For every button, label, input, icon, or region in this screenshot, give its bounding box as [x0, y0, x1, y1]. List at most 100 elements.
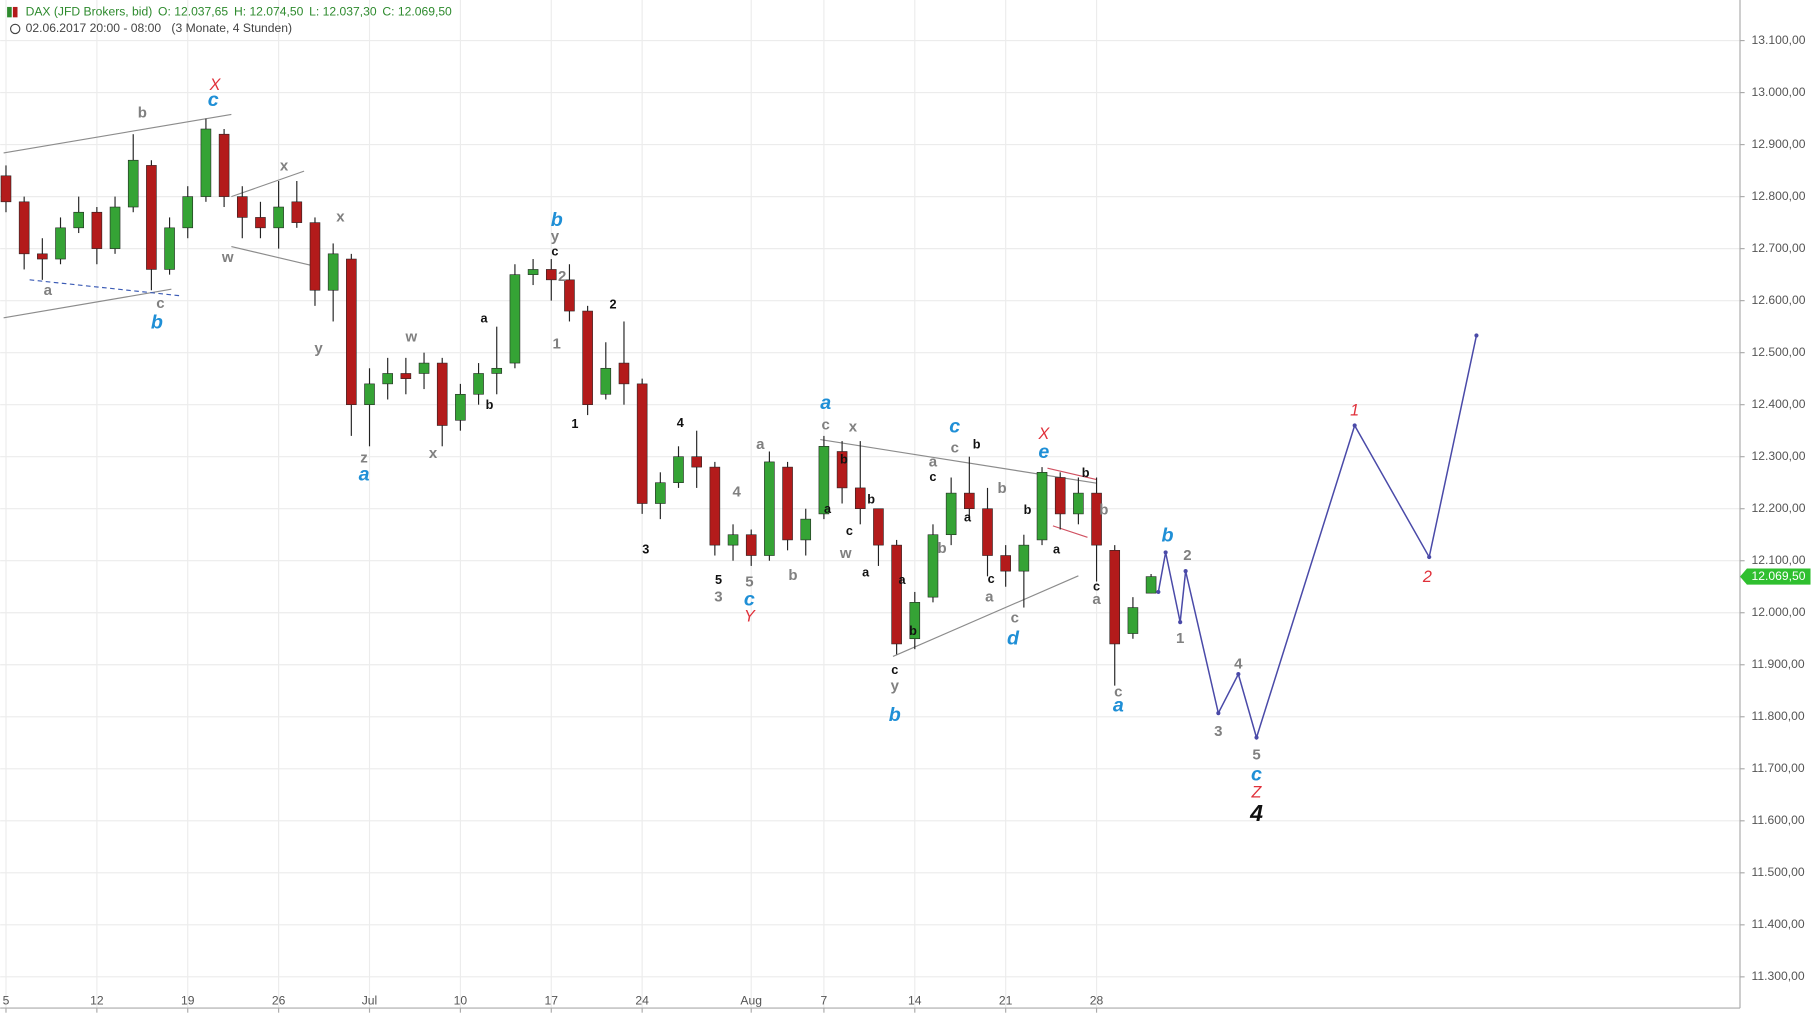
candle-body	[982, 508, 993, 556]
wave-label: c	[929, 469, 936, 484]
header-subtitle: 02.06.2017 20:00 - 08:00 (3 Monate, 4 St…	[26, 21, 292, 35]
wave-label: c	[1093, 579, 1100, 594]
candle-body	[1073, 492, 1084, 515]
candle-body	[418, 362, 430, 374]
wave-label: b	[151, 312, 163, 334]
candle-body	[255, 217, 266, 229]
wave-label: d	[1007, 627, 1020, 649]
candle-body	[527, 269, 539, 275]
wave-label: x	[280, 157, 289, 174]
wave-label: w	[221, 249, 234, 266]
y-tick-label: 12.700,00	[1752, 241, 1806, 255]
wave-label: 4	[677, 415, 684, 430]
wave-label: Y	[744, 608, 756, 626]
y-tick-label: 12.600,00	[1752, 293, 1806, 307]
candle-body	[182, 196, 194, 229]
wave-label: x	[429, 445, 438, 462]
candle-body	[909, 602, 921, 640]
wave-label: c	[988, 571, 995, 586]
wave-label: c	[1011, 609, 1019, 626]
wave-label: b	[973, 437, 981, 452]
candle-body	[618, 362, 630, 385]
projection-point	[1474, 333, 1479, 338]
wave-label: b	[1024, 502, 1032, 517]
y-tick-label: 12.900,00	[1752, 137, 1806, 151]
candle-body	[1091, 492, 1102, 546]
wave-label: 3	[714, 589, 722, 606]
x-tick-label: Aug	[740, 993, 762, 1007]
candle-body	[218, 133, 230, 197]
y-tick-label: 11.800,00	[1752, 709, 1805, 723]
wave-label: b	[997, 480, 1006, 497]
trendline	[1052, 525, 1088, 538]
candle-body	[891, 544, 902, 645]
projection-point	[1352, 423, 1357, 428]
projection-point	[1178, 620, 1183, 625]
candle-body	[37, 253, 48, 260]
projection-point	[1183, 569, 1188, 574]
y-tick-label: 12.200,00	[1752, 501, 1806, 515]
wave-label: a	[1092, 591, 1101, 608]
wave-label: y	[551, 228, 560, 245]
x-tick-label: 19	[181, 993, 195, 1007]
wave-label: a	[756, 436, 765, 453]
candle-body	[364, 383, 375, 405]
trendline	[29, 279, 183, 297]
price-tag-label: 12.069,50	[1752, 569, 1806, 583]
wave-label: 5	[1252, 747, 1260, 764]
x-tick-label: 21	[999, 993, 1013, 1007]
icon	[12, 6, 18, 18]
x-tick-label: Jul	[362, 993, 377, 1007]
trendline	[231, 245, 314, 267]
y-tick-label: 11.500,00	[1752, 865, 1805, 879]
candle-body	[1054, 477, 1066, 515]
candle-body	[327, 253, 339, 291]
wave-label: w	[404, 329, 417, 346]
candle-body	[545, 269, 557, 281]
wave-label: a	[1053, 542, 1061, 557]
x-tick-label: 5	[3, 993, 10, 1007]
candle-body	[782, 466, 793, 541]
candle-body	[382, 373, 393, 385]
projection-point	[1236, 672, 1241, 677]
candle-body	[91, 211, 103, 249]
candle-body	[164, 227, 175, 270]
candle-body	[1018, 544, 1030, 572]
wave-label: b	[486, 397, 494, 412]
projection-point	[1427, 555, 1432, 560]
trendline	[3, 288, 172, 319]
candle-body	[655, 482, 666, 504]
y-tick-label: 12.000,00	[1752, 605, 1806, 619]
wave-label: b	[551, 209, 563, 231]
wave-label: e	[1038, 441, 1049, 463]
candle-body	[55, 227, 66, 260]
wave-label: a	[824, 501, 832, 516]
candle-body	[146, 165, 157, 270]
candle-body	[564, 279, 575, 312]
candle-body	[818, 446, 830, 515]
y-tick-label: 12.400,00	[1752, 397, 1806, 411]
wave-label: c	[822, 416, 830, 433]
price-tag	[1740, 568, 1811, 585]
icon	[7, 6, 12, 18]
wave-label: 2	[610, 297, 617, 312]
projection-point	[1216, 711, 1221, 716]
candle-body	[273, 206, 284, 229]
candle-body	[1036, 472, 1048, 541]
candle-body	[236, 196, 248, 218]
wave-label: c	[891, 662, 898, 677]
x-tick-label: 17	[545, 993, 559, 1007]
wave-label: c	[1251, 764, 1262, 786]
y-tick-label: 13.100,00	[1752, 33, 1806, 47]
candle-body	[854, 487, 866, 510]
wave-label: 2	[558, 268, 566, 285]
wave-label: b	[1082, 465, 1090, 480]
wave-label: a	[820, 392, 831, 414]
candle-body	[436, 362, 448, 426]
candle-body	[745, 534, 757, 556]
wave-label: 4	[1234, 656, 1243, 673]
candle-body	[1145, 576, 1157, 594]
wave-label: a	[480, 311, 488, 326]
period: (3 Monate, 4 Stunden)	[171, 21, 292, 35]
